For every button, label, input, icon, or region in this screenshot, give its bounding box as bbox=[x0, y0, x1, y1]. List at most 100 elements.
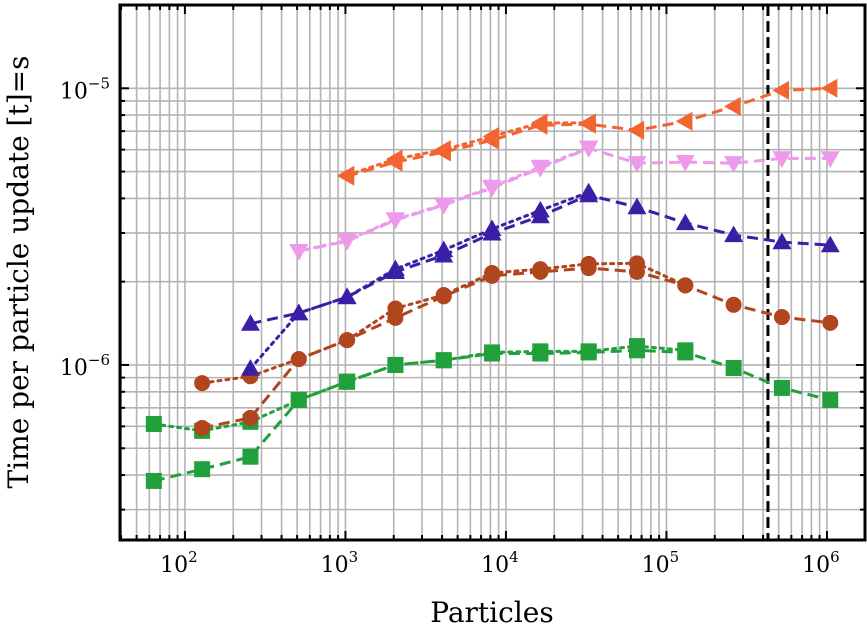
y-tick-label: 10−5 bbox=[60, 74, 110, 104]
data-point-square bbox=[145, 415, 162, 432]
data-point-triangle-up bbox=[772, 232, 792, 250]
x-axis-label: Particles bbox=[430, 596, 553, 629]
y-tick-label-base: 10 bbox=[60, 79, 88, 104]
data-point-triangle-up bbox=[820, 235, 840, 253]
data-point-triangle-left bbox=[434, 140, 451, 160]
x-tick-label: 103 bbox=[321, 548, 359, 578]
data-point-triangle-left bbox=[820, 78, 838, 98]
data-point-square bbox=[725, 360, 742, 377]
data-point-triangle-down bbox=[289, 243, 309, 261]
data-point-triangle-left bbox=[385, 149, 403, 169]
series-line bbox=[248, 190, 591, 371]
data-point-triangle-down bbox=[675, 154, 695, 172]
series-3-circle-dotted bbox=[194, 255, 694, 392]
data-point-circle bbox=[435, 287, 452, 304]
data-point-triangle-down bbox=[820, 151, 840, 168]
x-tick-label: 106 bbox=[802, 548, 840, 578]
data-point-square bbox=[628, 338, 645, 355]
data-point-triangle-left bbox=[530, 113, 548, 133]
data-point-square bbox=[822, 392, 839, 409]
x-tick-label-exponent: 4 bbox=[509, 548, 519, 566]
data-point-square bbox=[145, 472, 162, 489]
series-line bbox=[152, 344, 687, 433]
x-tick-label-base: 10 bbox=[481, 553, 509, 578]
data-point-circle bbox=[194, 419, 211, 436]
data-point-triangle-left bbox=[482, 126, 500, 146]
series-line bbox=[201, 266, 831, 430]
data-point-circle bbox=[532, 261, 549, 278]
data-point-triangle-up bbox=[240, 359, 260, 376]
data-point-triangle-up bbox=[724, 225, 744, 243]
data-point-triangle-down bbox=[530, 159, 550, 177]
data-point-triangle-left bbox=[675, 111, 693, 131]
data-point-triangle-left bbox=[337, 165, 355, 185]
data-point-triangle-up bbox=[240, 314, 260, 331]
data-point-triangle-down bbox=[337, 233, 357, 250]
data-point-triangle-up bbox=[337, 287, 357, 305]
x-tick-label-exponent: 3 bbox=[349, 548, 359, 566]
data-point-square bbox=[484, 344, 501, 361]
data-point-square bbox=[677, 342, 694, 359]
data-point-triangle-down bbox=[724, 156, 744, 173]
data-point-triangle-down bbox=[627, 156, 647, 173]
data-point-circle bbox=[628, 255, 645, 272]
data-point-circle bbox=[677, 277, 694, 294]
data-point-square bbox=[435, 352, 452, 369]
data-point-triangle-left bbox=[772, 80, 790, 100]
data-point-square bbox=[773, 379, 790, 396]
data-point-triangle-left bbox=[579, 113, 596, 133]
data-point-square bbox=[532, 343, 549, 360]
x-tick-label: 105 bbox=[642, 548, 680, 578]
data-point-circle bbox=[822, 314, 839, 331]
series-7-triangle-down-dotted bbox=[289, 140, 599, 261]
data-point-square bbox=[580, 343, 597, 360]
data-point-triangle-down bbox=[434, 197, 454, 215]
y-tick-label-exponent: −6 bbox=[88, 351, 110, 369]
plot-frame bbox=[118, 3, 867, 542]
x-tick-label: 104 bbox=[481, 548, 519, 578]
data-point-triangle-up bbox=[434, 240, 454, 258]
data-point-square bbox=[194, 461, 211, 478]
x-tick-label-exponent: 6 bbox=[830, 548, 840, 566]
series-5-triangle-up-dotted bbox=[240, 182, 599, 376]
y-tick-label: 10−6 bbox=[60, 351, 110, 381]
data-point-triangle-down bbox=[579, 140, 599, 158]
data-point-circle bbox=[242, 409, 259, 426]
data-point-square bbox=[387, 356, 404, 373]
x-tick-label-base: 10 bbox=[160, 553, 188, 578]
data-point-triangle-up bbox=[675, 213, 695, 231]
data-point-triangle-left bbox=[724, 96, 741, 116]
y-tick-label-exponent: −5 bbox=[88, 74, 110, 92]
data-point-triangle-down bbox=[482, 179, 502, 197]
y-axis-label: Time per particle update [t]=s bbox=[2, 56, 35, 489]
data-point-triangle-up bbox=[627, 197, 647, 215]
data-point-triangle-down bbox=[385, 212, 405, 229]
data-point-circle bbox=[580, 255, 597, 272]
data-point-triangle-left bbox=[627, 120, 645, 140]
data-point-triangle-up bbox=[530, 200, 550, 218]
data-point-triangle-down bbox=[772, 151, 792, 168]
data-point-circle bbox=[290, 351, 307, 368]
data-point-circle bbox=[484, 264, 501, 281]
data-point-square bbox=[242, 448, 259, 465]
x-tick-label: 102 bbox=[160, 548, 198, 578]
data-point-circle bbox=[339, 332, 356, 349]
y-tick-label-base: 10 bbox=[60, 356, 88, 381]
x-tick-label-exponent: 5 bbox=[670, 548, 680, 566]
x-tick-label-base: 10 bbox=[642, 553, 670, 578]
data-point-triangle-up bbox=[385, 259, 405, 277]
data-point-triangle-up bbox=[482, 219, 502, 237]
data-point-circle bbox=[194, 375, 211, 392]
data-point-circle bbox=[725, 296, 742, 313]
x-tick-label-exponent: 2 bbox=[188, 548, 198, 566]
data-point-triangle-up bbox=[579, 182, 599, 200]
data-point-circle bbox=[387, 300, 404, 317]
x-tick-label-base: 10 bbox=[321, 553, 349, 578]
x-tick-label-base: 10 bbox=[802, 553, 830, 578]
data-point-square bbox=[339, 373, 356, 390]
data-point-square bbox=[290, 392, 307, 409]
data-point-circle bbox=[773, 309, 790, 326]
data-point-triangle-up bbox=[289, 303, 309, 321]
